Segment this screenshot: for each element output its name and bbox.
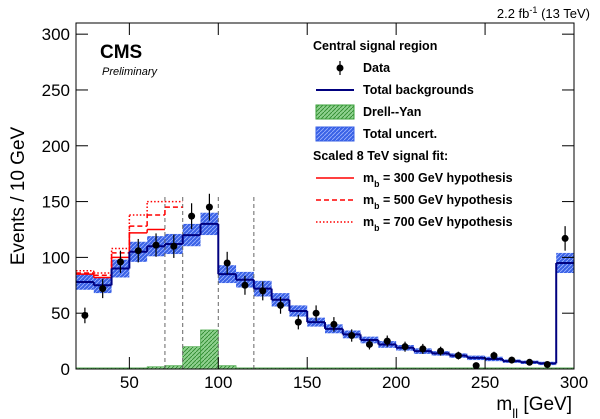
text-part: m bbox=[363, 215, 374, 229]
text-part: b bbox=[374, 201, 379, 211]
legend: Data Total backgrounds Drell--Yan Total unc… bbox=[313, 61, 513, 233]
data-point bbox=[294, 318, 302, 326]
text-part: [GeV] bbox=[518, 394, 572, 415]
text-part: = 300 GeV hypothesis bbox=[379, 171, 512, 185]
y-tick-label: 150 bbox=[42, 193, 70, 212]
text-part: b bbox=[374, 223, 379, 233]
data-point bbox=[241, 281, 249, 289]
data-point bbox=[312, 309, 320, 317]
text-part: m bbox=[496, 394, 512, 415]
text-part: -1 bbox=[529, 5, 537, 15]
data-point bbox=[330, 320, 338, 328]
y-tick-label: 300 bbox=[42, 25, 70, 44]
legend-label: mb = 300 GeV hypothesis bbox=[363, 171, 513, 189]
drell-yan-bar bbox=[182, 346, 201, 370]
data-point bbox=[508, 356, 516, 364]
y-tick-label: 100 bbox=[42, 248, 70, 267]
text-part: ll bbox=[512, 406, 518, 419]
legend-label: Total backgrounds bbox=[363, 83, 474, 97]
experiment-label: CMS bbox=[100, 42, 142, 63]
legend-label: mb = 700 GeV hypothesis bbox=[363, 215, 513, 233]
data-point bbox=[365, 340, 373, 348]
text-part: 2.2 fb bbox=[497, 6, 530, 21]
drell-yan-bar bbox=[164, 365, 184, 370]
legend-label: Data bbox=[363, 61, 391, 75]
text-part: (13 TeV) bbox=[537, 6, 590, 21]
legend-marker bbox=[336, 64, 344, 72]
legend-label: Total uncert. bbox=[363, 127, 437, 141]
data-point bbox=[419, 345, 427, 353]
legend-label: Drell--Yan bbox=[363, 105, 421, 119]
y-tick-label: 50 bbox=[51, 304, 70, 323]
data-point bbox=[223, 259, 231, 267]
x-tick-label: 250 bbox=[471, 373, 499, 392]
y-tick-label: 250 bbox=[42, 81, 70, 100]
text-part: = 700 GeV hypothesis bbox=[379, 215, 512, 229]
data-point bbox=[490, 352, 498, 360]
legend-title: Central signal region bbox=[313, 39, 437, 53]
data-point bbox=[454, 352, 462, 360]
legend-marker bbox=[315, 104, 355, 120]
data-point bbox=[116, 258, 124, 266]
drell-yan-bar bbox=[217, 365, 237, 370]
x-tick-label: 300 bbox=[560, 373, 588, 392]
data-point bbox=[205, 203, 213, 211]
text-part: = 500 GeV hypothesis bbox=[379, 193, 512, 207]
x-tick-label: 200 bbox=[382, 373, 410, 392]
lumi-label: 2.2 fb-1 (13 TeV) bbox=[497, 5, 590, 21]
legend-heading: Scaled 8 TeV signal fit: bbox=[313, 149, 448, 163]
data-point bbox=[170, 242, 178, 250]
text-part: b bbox=[374, 179, 379, 189]
x-tick-label: 50 bbox=[120, 373, 139, 392]
text-part: m bbox=[363, 193, 374, 207]
y-axis-label: Events / 10 GeV bbox=[8, 126, 29, 265]
data-point bbox=[561, 234, 569, 242]
drell-yan-bar bbox=[200, 329, 219, 370]
data-point bbox=[472, 362, 480, 370]
x-tick-label: 100 bbox=[204, 373, 232, 392]
status-label: Preliminary bbox=[102, 66, 159, 78]
frame bbox=[75, 22, 575, 370]
data-point bbox=[99, 285, 107, 293]
data-point bbox=[277, 301, 285, 309]
data-point bbox=[348, 332, 356, 340]
x-axis-label: mll [GeV] bbox=[496, 394, 572, 419]
data-point bbox=[259, 287, 267, 295]
data-point bbox=[383, 337, 391, 345]
y-tick-label: 0 bbox=[61, 360, 70, 379]
data-point bbox=[437, 347, 445, 355]
x-tick-label: 150 bbox=[293, 373, 321, 392]
data-point bbox=[401, 343, 409, 351]
data-point bbox=[134, 247, 142, 255]
data-point bbox=[526, 358, 534, 366]
text-part: m bbox=[363, 171, 374, 185]
plot-area bbox=[75, 193, 575, 370]
data-point bbox=[152, 241, 160, 249]
legend-label: mb = 500 GeV hypothesis bbox=[363, 193, 513, 211]
y-tick-label: 200 bbox=[42, 137, 70, 156]
data-point bbox=[543, 361, 551, 369]
legend-marker bbox=[315, 126, 355, 142]
data-point bbox=[188, 212, 196, 220]
